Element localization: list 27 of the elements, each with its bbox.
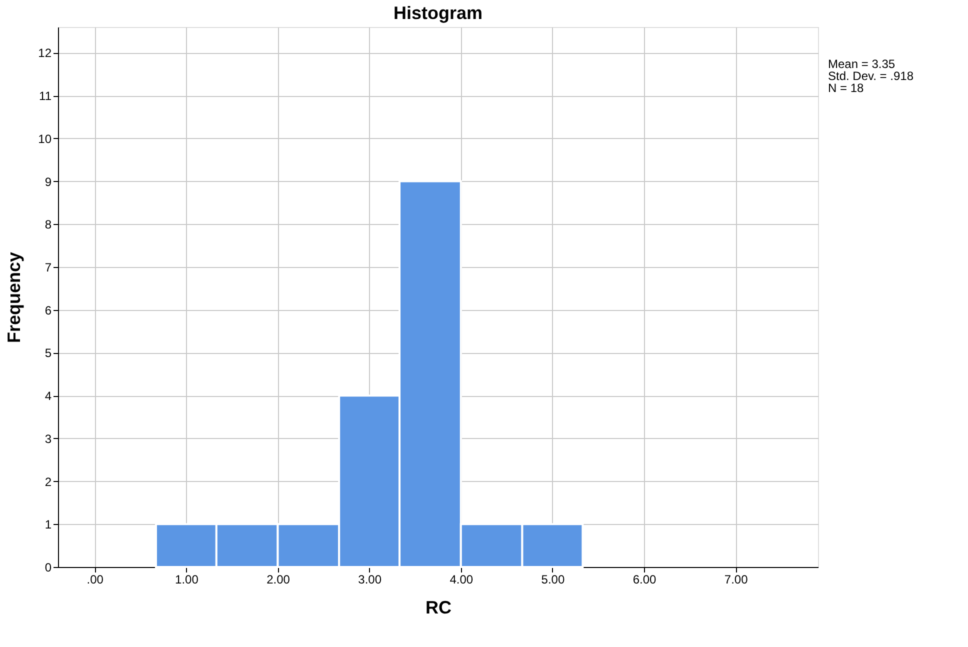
y-tick-label: 0 — [44, 560, 52, 574]
x-tick-label: .00 — [86, 572, 104, 586]
y-tick-label: 5 — [44, 346, 52, 360]
x-tick-label: 3.00 — [358, 572, 382, 586]
y-tick-label: 10 — [38, 132, 52, 146]
text: Std. Dev. = .918 — [828, 69, 914, 83]
y-tick-label: 11 — [39, 89, 52, 104]
x-tick-label: 6.00 — [632, 572, 657, 586]
chart-title: Histogram — [393, 3, 483, 23]
text: Mean = 3.35 — [828, 57, 896, 71]
y-tick-label: 9 — [44, 174, 52, 189]
x-tick-label: 2.00 — [266, 572, 290, 586]
y-tick-label: 6 — [44, 303, 52, 318]
x-tick-label: 4.00 — [450, 572, 474, 586]
y-axis-title: Frequency — [4, 252, 24, 344]
x-axis-title: RC — [426, 598, 452, 618]
x-tick-label: 1.00 — [175, 572, 199, 586]
text: N = 18 — [828, 81, 864, 95]
y-tick-label: 1 — [44, 518, 52, 532]
y-tick-label: 7 — [44, 260, 52, 274]
y-tick-label: 2 — [44, 474, 52, 489]
x-tick-label: 7.00 — [724, 572, 748, 586]
y-tick-label: 8 — [44, 218, 52, 232]
y-tick-label: 12 — [38, 46, 52, 60]
x-tick-label: 5.00 — [541, 572, 565, 586]
y-tick-label: 4 — [44, 389, 52, 404]
y-tick-label: 3 — [44, 432, 52, 446]
